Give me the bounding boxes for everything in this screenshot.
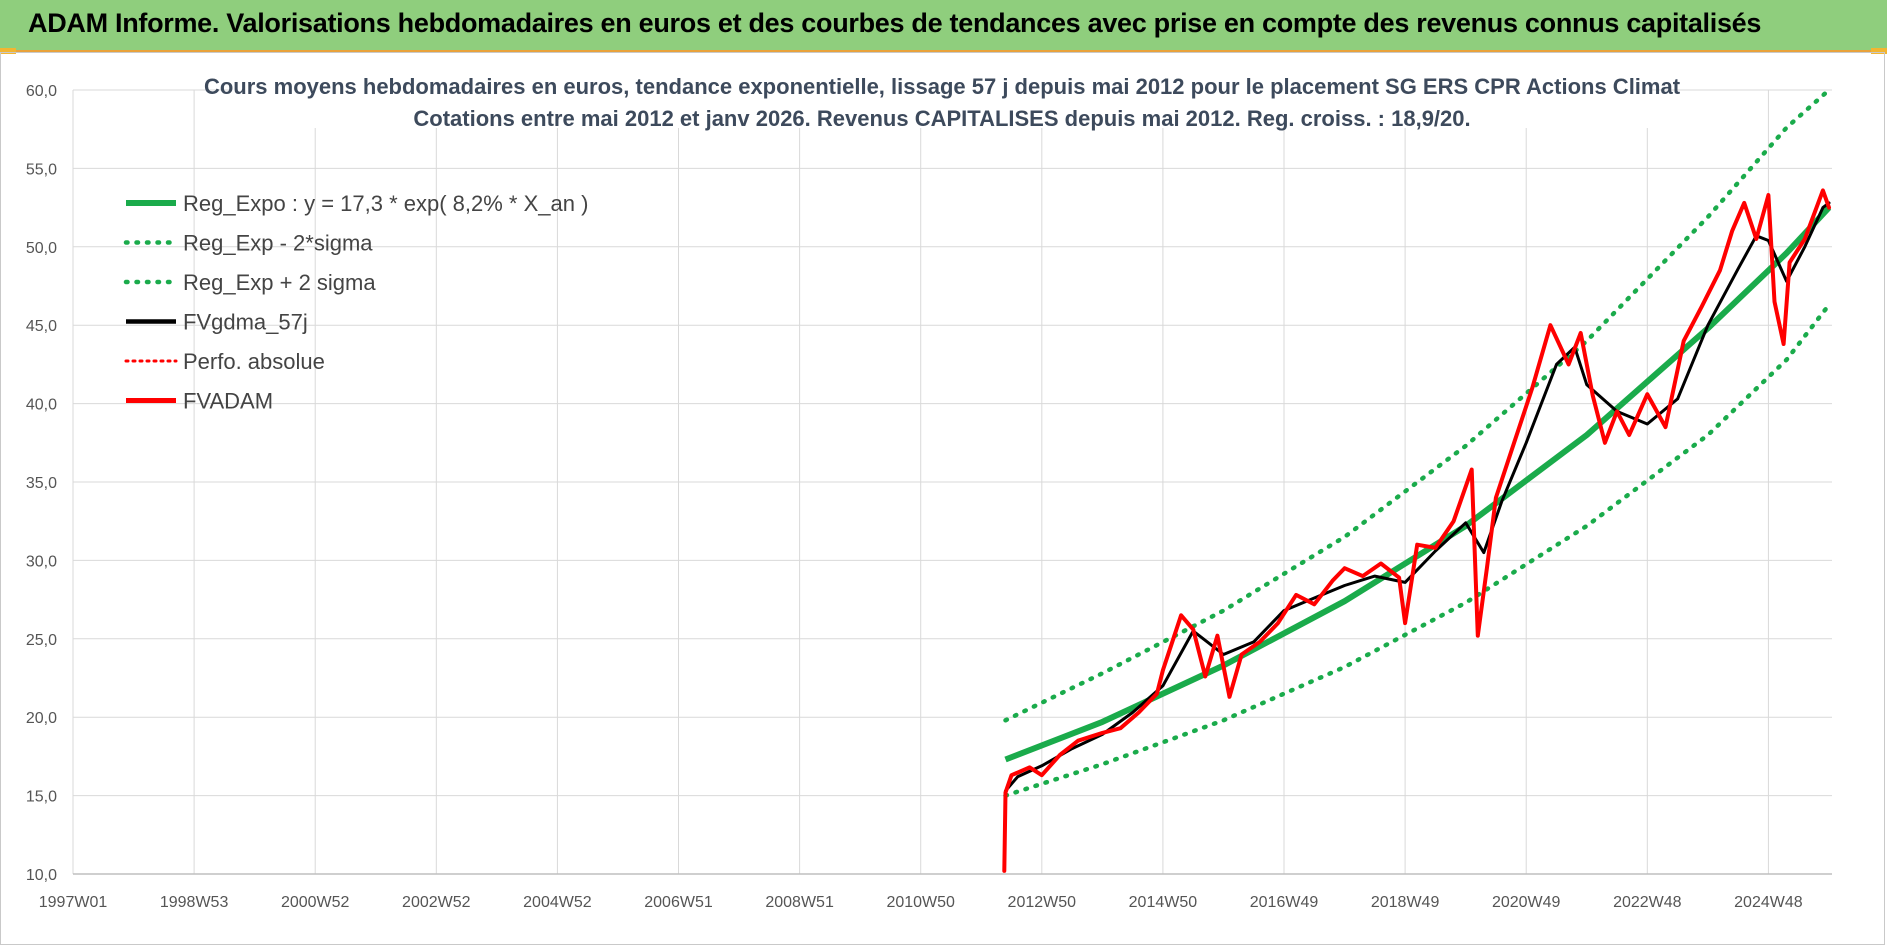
x-tick-label: 1997W01 [39,894,108,911]
x-tick-label: 2024W48 [1734,894,1803,911]
y-tick-label: 15,0 [26,789,57,806]
legend: Reg_Expo : y = 17,3 * exp( 8,2% * X_an )… [123,191,588,414]
y-tick-label: 10,0 [26,867,57,884]
y-axis-ticks: 10,0 15,0 20,0 25,0 30,0 35,0 40,0 45,0 50,0 55,0… [26,83,57,884]
legend-label: FVADAM [183,389,273,414]
legend-label: Perfo. absolue [183,349,325,374]
y-tick-label: 30,0 [26,553,57,570]
chart-title-line-2: Cotations entre mai 2012 et janv 2026. R… [413,106,1470,131]
y-tick-label: 55,0 [26,161,57,178]
y-tick-label: 35,0 [26,475,57,492]
corner-marker-right [1871,48,1887,54]
x-tick-label: 2016W49 [1250,894,1319,911]
y-tick-label: 45,0 [26,318,57,335]
report-title: ADAM Informe. Valorisations hebdomadaire… [28,8,1762,38]
y-tick-label: 60,0 [26,83,57,100]
corner-marker-left [0,48,16,54]
legend-label: FVgdma_57j [183,310,308,335]
x-tick-label: 2022W48 [1613,894,1682,911]
chart-area: 1997W01 1998W53 2000W52 2002W52 2004W52 2006W… [26,72,1832,911]
title-background [232,72,1652,128]
x-tick-label: 2006W51 [644,894,713,911]
chart-title-line-1: Cours moyens hebdomadaires en euros, ten… [204,74,1681,99]
x-tick-label: 1998W53 [160,894,229,911]
legend-label: Reg_Exp + 2 sigma [183,270,376,295]
series-regexp-line [1003,87,1832,723]
y-tick-label: 40,0 [26,397,57,414]
series-lines [1002,87,1832,873]
x-tick-label: 2004W52 [523,894,592,911]
legend-label: Reg_Expo : y = 17,3 * exp( 8,2% * X_an ) [183,191,588,216]
y-tick-label: 20,0 [26,710,57,727]
series-fvgdma57j-line [1004,201,1831,793]
x-tick-label: 2000W52 [281,894,350,911]
x-tick-label: 2002W52 [402,894,471,911]
report-banner: ADAM Informe. Valorisations hebdomadaire… [0,0,1887,52]
legend-label: Reg_Exp - 2*sigma [183,231,373,256]
x-tick-label: 2008W51 [765,894,834,911]
x-tick-label: 2014W50 [1129,894,1198,911]
x-axis-ticks: 1997W01 1998W53 2000W52 2002W52 2004W52 2006W… [39,894,1803,911]
x-tick-label: 2020W49 [1492,894,1561,911]
x-tick-label: 2018W49 [1371,894,1440,911]
x-tick-label: 2012W50 [1008,894,1077,911]
series-fvadam-line [1002,188,1831,873]
x-tick-label: 2010W50 [886,894,955,911]
series-regexp-line [1003,302,1832,798]
chart-frame [0,52,1885,945]
y-tick-label: 25,0 [26,632,57,649]
y-tick-label: 50,0 [26,240,57,257]
